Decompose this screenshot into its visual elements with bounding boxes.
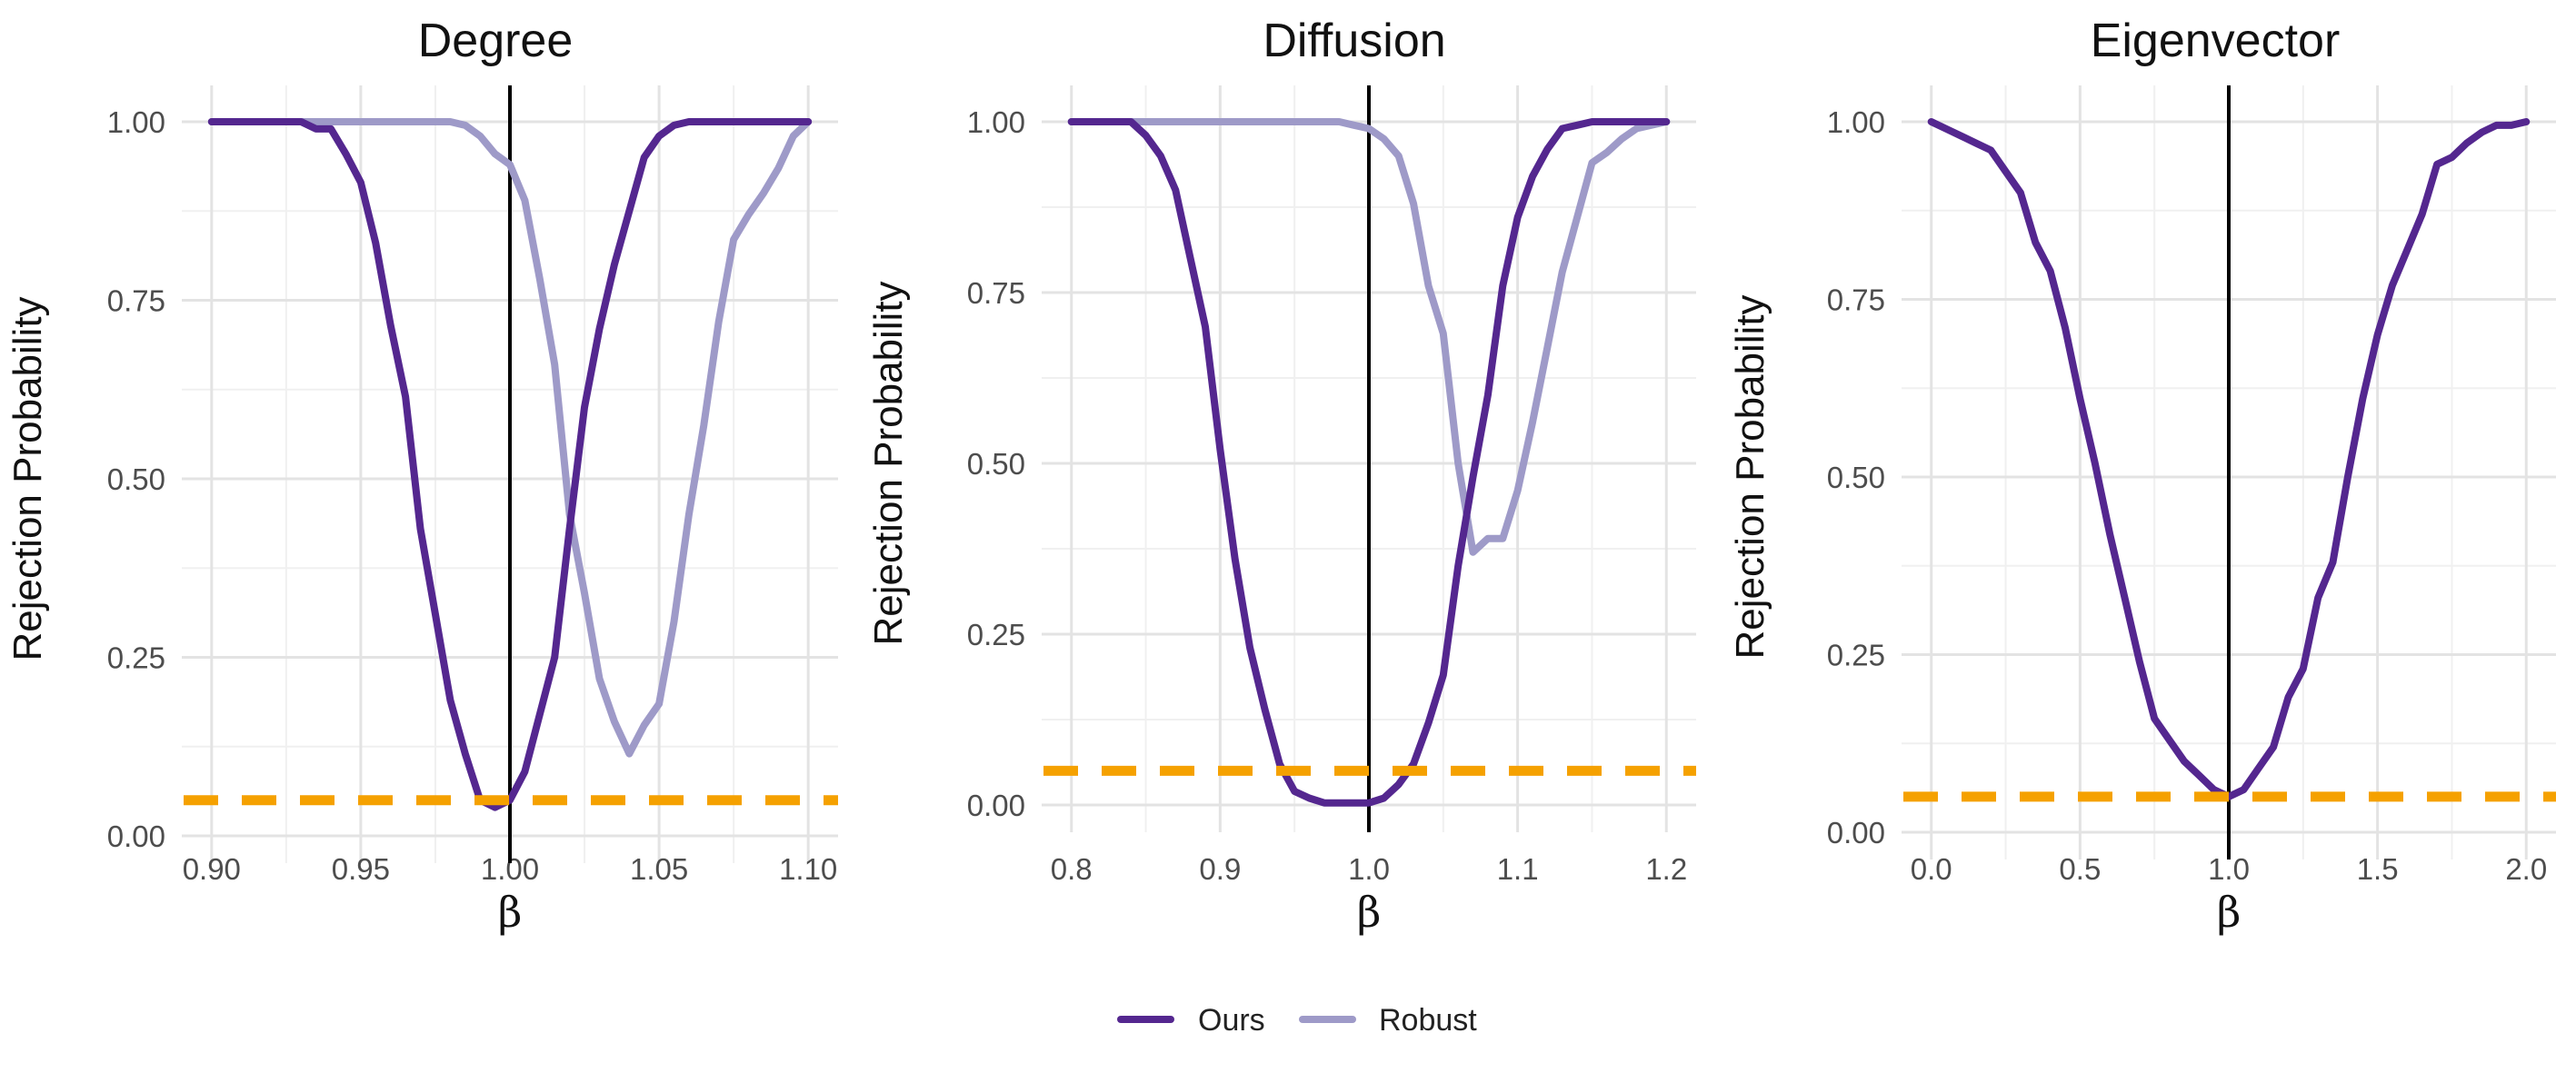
x-tick-label: 0.9 bbox=[1199, 852, 1241, 886]
x-axis-label: β bbox=[2217, 888, 2242, 937]
y-tick-label: 0.50 bbox=[107, 462, 165, 496]
y-axis-label: Rejection Probability bbox=[1728, 294, 1772, 659]
y-tick-label: 1.00 bbox=[967, 105, 1025, 139]
y-tick-label: 0.25 bbox=[1827, 639, 1885, 672]
x-tick-label: 0.5 bbox=[2059, 852, 2101, 886]
y-tick-label: 0.75 bbox=[107, 284, 165, 318]
x-tick-label: 0.8 bbox=[1051, 852, 1093, 886]
x-tick-label: 1.0 bbox=[1348, 852, 1390, 886]
panel-title: Degree bbox=[418, 15, 574, 67]
legend-label-ours: Ours bbox=[1198, 1003, 1265, 1038]
y-tick-label: 0.50 bbox=[1827, 461, 1885, 494]
x-tick-label: 0.0 bbox=[1911, 852, 1952, 886]
y-tick-label: 0.00 bbox=[107, 820, 165, 853]
y-tick-label: 1.00 bbox=[1827, 105, 1885, 139]
y-tick-label: 0.75 bbox=[1827, 283, 1885, 317]
y-tick-label: 0.25 bbox=[107, 641, 165, 675]
y-tick-label: 0.00 bbox=[967, 789, 1025, 822]
series-ours bbox=[1067, 118, 1671, 807]
x-axis-label: β bbox=[1357, 888, 1382, 937]
x-tick-label: 1.1 bbox=[1497, 852, 1539, 886]
y-axis-label: Rejection Probability bbox=[866, 281, 911, 645]
y-axis-label: Rejection Probability bbox=[5, 296, 50, 661]
panel-diffusion: Diffusion 0.00 0.25 0.50 0.75 1.00 0.8 0.9 1.0 1.… bbox=[866, 15, 1696, 937]
panel-title: Eigenvector bbox=[2091, 15, 2341, 67]
y-tick-label: 0.25 bbox=[967, 618, 1025, 651]
panels: Degree 0.00 0.25 0.50 0.75 1.00 0.90 0.95 1.00 1.… bbox=[5, 15, 2556, 937]
y-tick-label: 0.00 bbox=[1827, 816, 1885, 849]
legend-label-robust: Robust bbox=[1379, 1003, 1477, 1038]
series-ours bbox=[207, 118, 813, 811]
y-tick-label: 0.75 bbox=[967, 276, 1025, 310]
y-tick-label: 0.50 bbox=[967, 447, 1025, 481]
x-tick-label: 1.5 bbox=[2357, 852, 2399, 886]
x-tick-label: 1.2 bbox=[1645, 852, 1687, 886]
x-tick-label: 0.90 bbox=[183, 852, 241, 886]
x-tick-label: 0.95 bbox=[332, 852, 390, 886]
legend: Ours Robust bbox=[1117, 1003, 1477, 1038]
x-tick-label: 1.05 bbox=[630, 852, 688, 886]
x-axis-label: β bbox=[498, 888, 523, 937]
series-robust bbox=[207, 118, 813, 758]
x-tick-label: 2.0 bbox=[2505, 852, 2547, 886]
panel-title: Diffusion bbox=[1263, 15, 1445, 67]
y-tick-label: 1.00 bbox=[107, 105, 165, 139]
x-tick-label: 1.10 bbox=[779, 852, 837, 886]
